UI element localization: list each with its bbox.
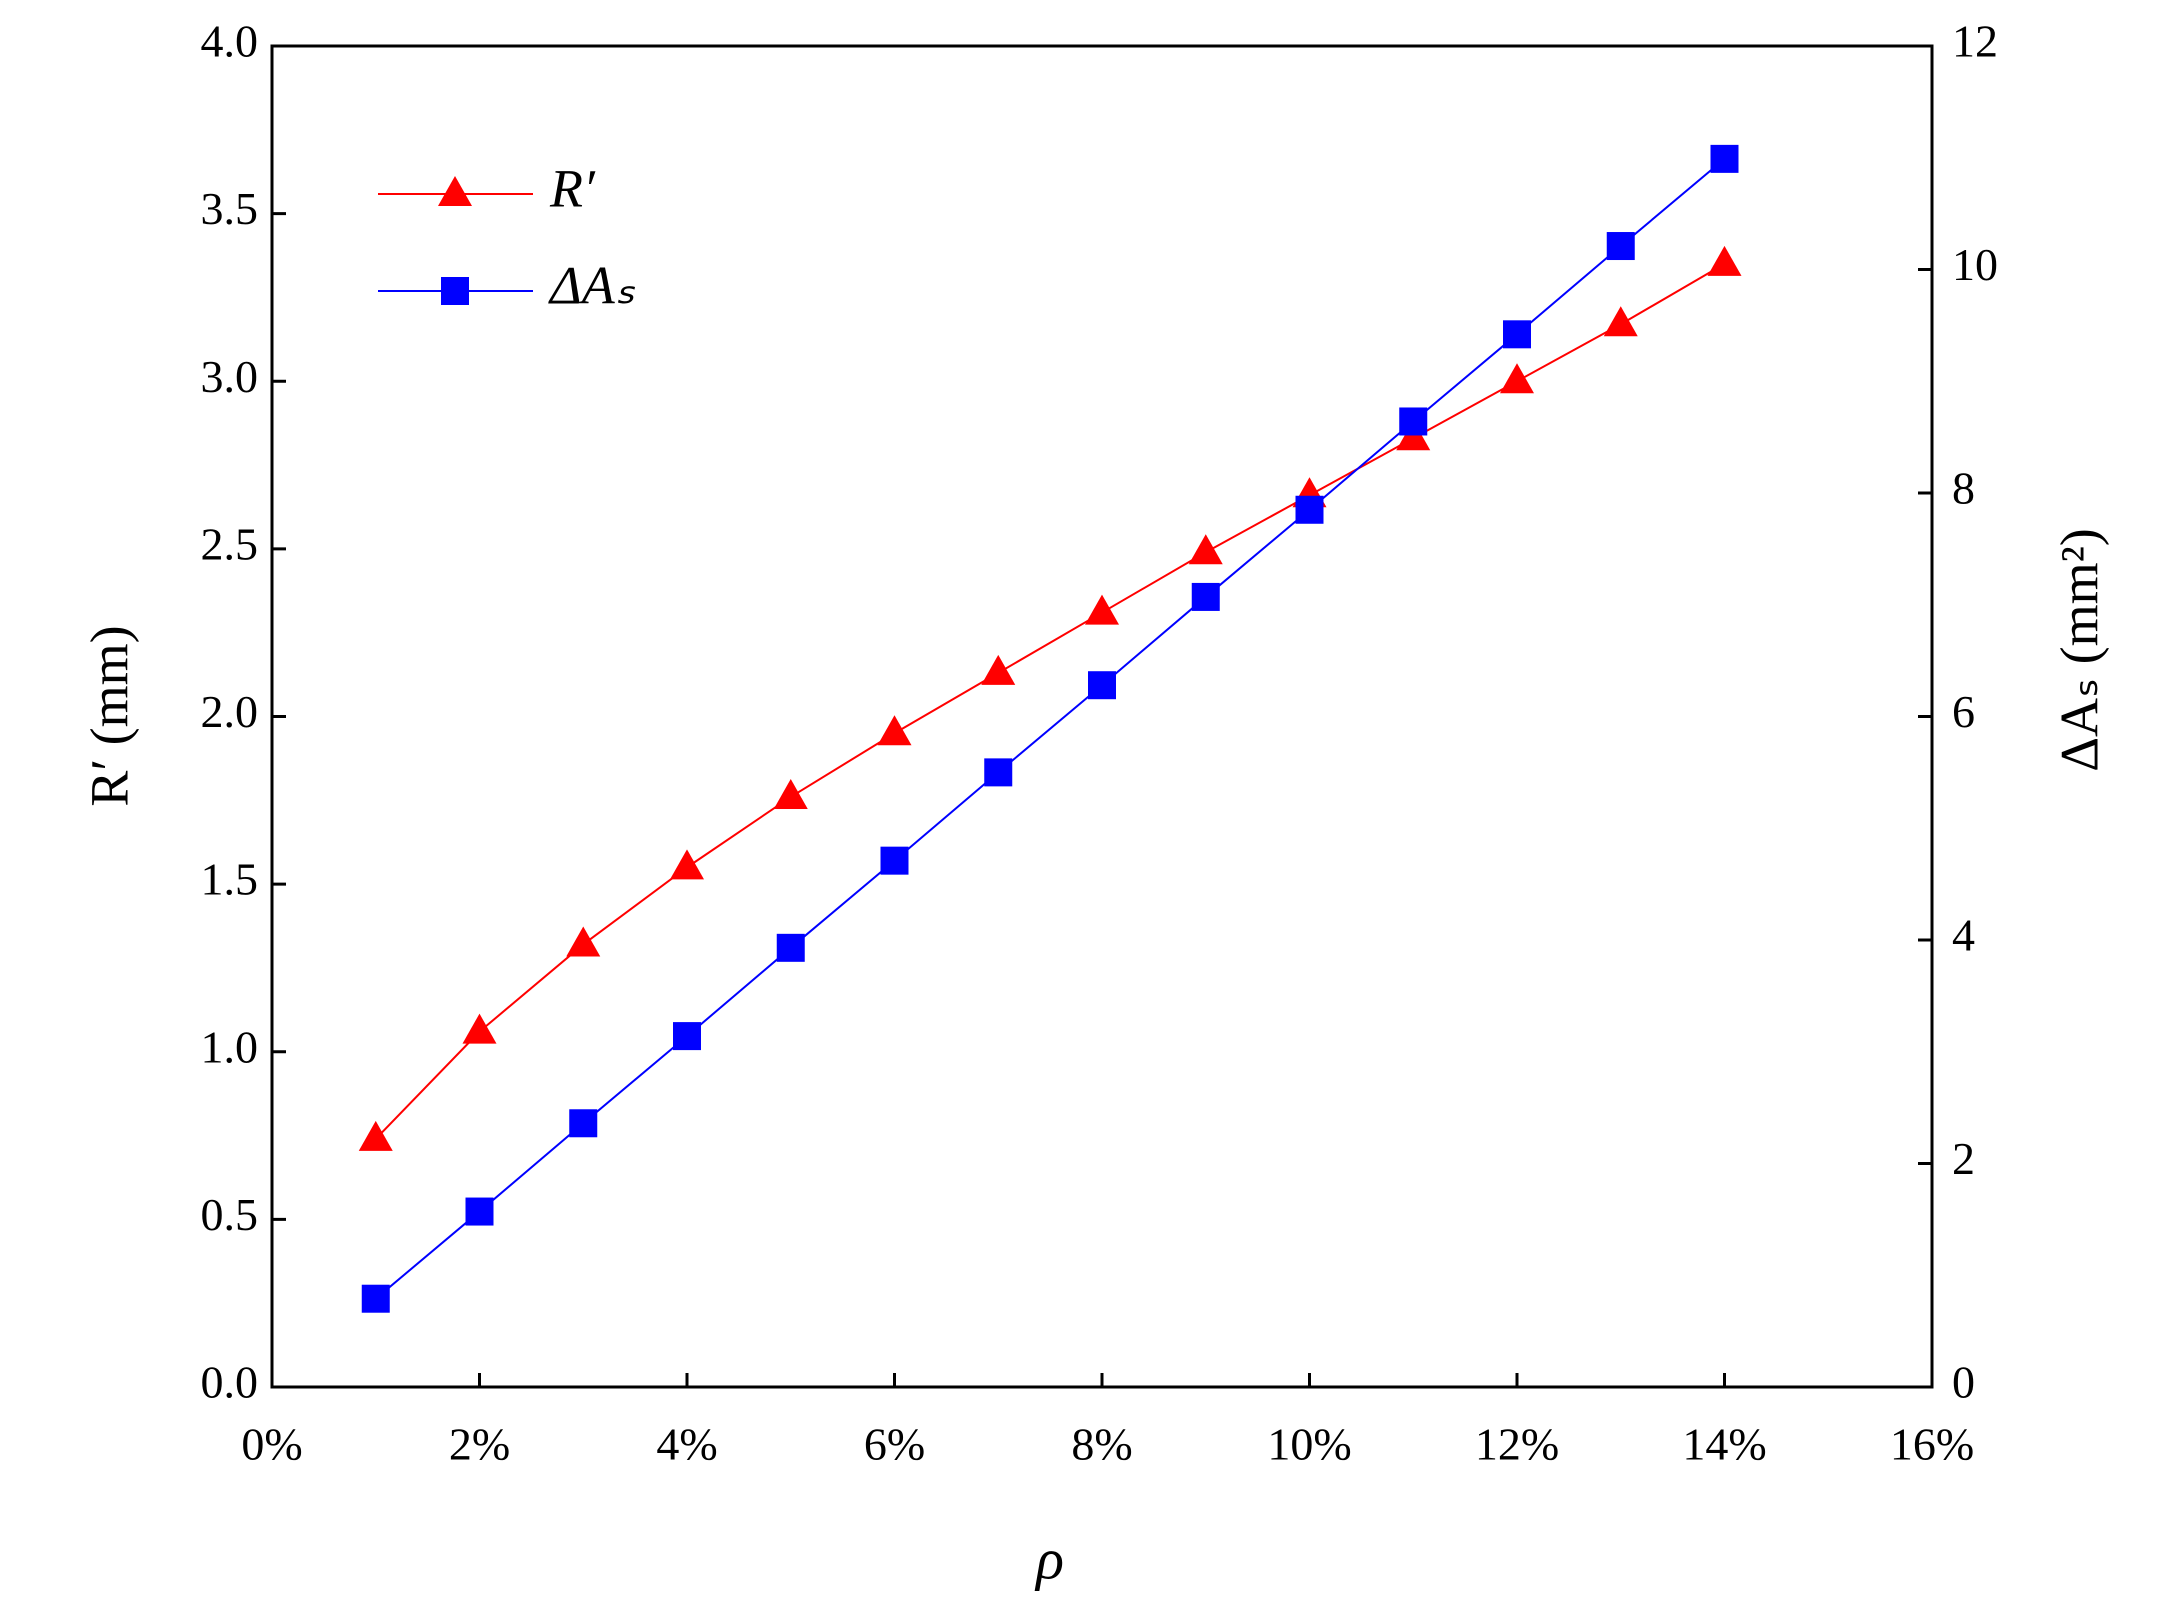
marker: [1399, 407, 1428, 436]
x-tick-label: 14%: [1682, 1419, 1766, 1470]
y-tick-label: 2.0: [201, 686, 259, 737]
marker: [569, 1109, 598, 1138]
plot-frame: [270, 44, 1934, 1389]
marker: [670, 849, 704, 880]
y2-tick-label: 8: [1952, 463, 1975, 514]
marker: [358, 1120, 393, 1151]
marker: [1710, 144, 1739, 173]
marker: [1295, 495, 1324, 524]
marker: [1603, 306, 1638, 337]
legend-label: R′: [549, 158, 596, 218]
marker: [984, 758, 1013, 787]
marker: [1191, 582, 1220, 611]
y-tick-label: 0.0: [201, 1357, 259, 1408]
y2-tick-label: 6: [1952, 686, 1975, 737]
y-tick-label: 1.5: [201, 854, 259, 905]
x-axis-label: ρ: [1034, 1526, 1064, 1591]
marker: [1503, 320, 1531, 349]
y-tick-label: 0.5: [201, 1189, 259, 1240]
marker: [776, 933, 805, 962]
legend-marker: [438, 176, 472, 206]
series-line: [375, 158, 1726, 1300]
legend-label: ΔAₛ: [548, 255, 636, 315]
y-tick-label: 4.0: [201, 16, 259, 67]
y-tick-label: 3.0: [201, 351, 259, 402]
y-tick-label: 1.0: [201, 1021, 259, 1072]
x-tick-label: 8%: [1071, 1419, 1132, 1470]
x-tick-label: 4%: [656, 1419, 717, 1470]
marker: [673, 1022, 701, 1051]
marker: [566, 926, 601, 957]
x-tick-label: 10%: [1267, 1419, 1351, 1470]
y-axis-label: R′ (mm): [79, 625, 139, 806]
x-tick-label: 12%: [1475, 1419, 1559, 1470]
marker: [1188, 534, 1223, 565]
marker: [1500, 363, 1534, 394]
y2-tick-label: 4: [1952, 910, 1975, 961]
marker: [465, 1197, 494, 1226]
series-line: [375, 263, 1726, 1140]
legend-marker: [441, 277, 469, 305]
marker: [1085, 594, 1119, 625]
y-tick-label: 3.5: [201, 183, 259, 234]
marker: [361, 1284, 390, 1313]
marker: [1606, 232, 1635, 261]
marker: [877, 715, 912, 746]
marker: [462, 1013, 497, 1044]
marker: [1088, 671, 1116, 700]
x-tick-label: 16%: [1890, 1419, 1974, 1470]
y2-tick-label: 0: [1952, 1357, 1975, 1408]
y-tick-label: 2.5: [201, 518, 259, 569]
marker: [880, 846, 909, 875]
x-tick-label: 2%: [449, 1419, 510, 1470]
x-tick-label: 6%: [864, 1419, 925, 1470]
x-tick-label: 0%: [241, 1419, 302, 1470]
marker: [1707, 245, 1742, 276]
y2-axis-label: ΔAₛ (mm²): [2049, 528, 2109, 772]
y2-tick-label: 12: [1952, 16, 1998, 67]
marker: [981, 654, 1016, 685]
y2-tick-label: 2: [1952, 1133, 1975, 1184]
marker: [773, 778, 808, 809]
y2-tick-label: 10: [1952, 239, 1998, 290]
